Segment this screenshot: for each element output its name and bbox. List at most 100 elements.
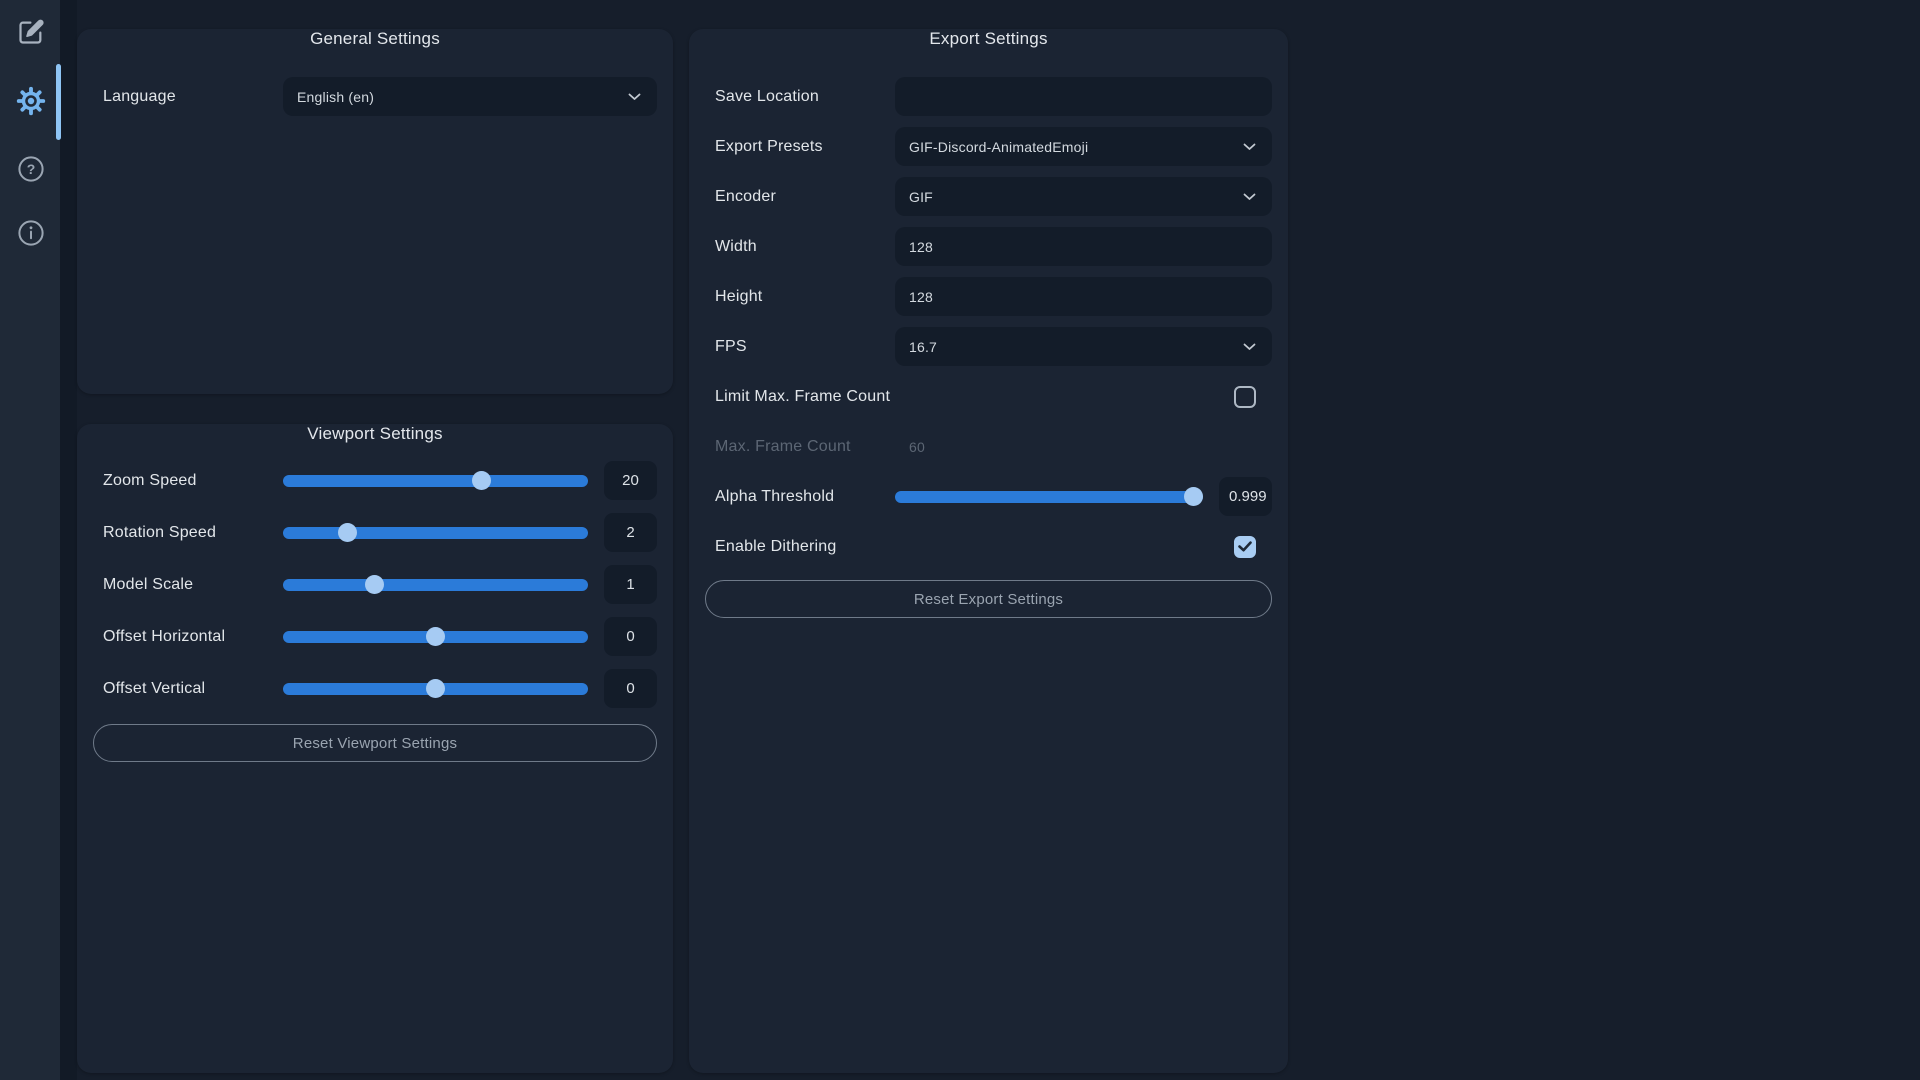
settings-page: General Settings Language English (en) Vi… — [77, 0, 1920, 1080]
encoder-value: GIF — [909, 188, 933, 205]
max-frame-count-label: Max. Frame Count — [715, 437, 851, 455]
max-frame-count-value: 60 — [909, 438, 925, 455]
question-circle-icon: ? — [18, 156, 44, 182]
chevron-down-icon — [1243, 193, 1256, 200]
row-encoder: Encoder GIF — [705, 177, 1272, 216]
zoom-speed-value: 20 — [604, 461, 657, 500]
chevron-down-icon — [1243, 143, 1256, 150]
row-offset-horizontal: Offset Horizontal 0 — [93, 617, 657, 656]
width-value: 128 — [909, 238, 933, 255]
export-presets-label: Export Presets — [715, 137, 823, 155]
row-enable-dithering: Enable Dithering — [705, 527, 1272, 566]
fps-select[interactable]: 16.7 — [895, 327, 1272, 366]
sidebar-item-edit[interactable] — [16, 17, 46, 47]
enable-dithering-label: Enable Dithering — [715, 537, 837, 555]
model-scale-label: Model Scale — [103, 575, 194, 593]
pencil-square-icon — [19, 19, 44, 44]
row-zoom-speed: Zoom Speed 20 — [93, 461, 657, 500]
offset-vertical-value: 0 — [604, 669, 657, 708]
model-scale-slider-track[interactable] — [283, 575, 588, 594]
save-location-label: Save Location — [715, 87, 820, 105]
model-scale-value-text: 1 — [626, 576, 635, 593]
rotation-speed-value-text: 2 — [626, 524, 635, 541]
sidebar-item-info[interactable] — [16, 218, 46, 248]
row-rotation-speed: Rotation Speed 2 — [93, 513, 657, 552]
rotation-speed-value: 2 — [604, 513, 657, 552]
language-value: English (en) — [297, 88, 375, 105]
zoom-speed-value-text: 20 — [622, 472, 639, 489]
alpha-threshold-slider-thumb[interactable] — [1184, 487, 1204, 506]
row-limit-max-frame-count: Limit Max. Frame Count — [705, 377, 1272, 416]
offset-horizontal-value-text: 0 — [626, 628, 635, 645]
left-column: General Settings Language English (en) Vi… — [77, 15, 673, 1073]
save-location-input[interactable] — [895, 77, 1272, 116]
row-export-presets: Export Presets GIF-Discord-AnimatedEmoji — [705, 127, 1272, 166]
gear-icon — [16, 86, 46, 116]
row-max-frame-count: Max. Frame Count 60 — [705, 427, 1272, 466]
row-language: Language English (en) — [93, 77, 657, 116]
offset-vertical-slider-thumb[interactable] — [426, 679, 445, 698]
alpha-threshold-slider-track[interactable] — [895, 487, 1204, 506]
active-tab-indicator — [56, 64, 61, 140]
encoder-select[interactable]: GIF — [895, 177, 1272, 216]
alpha-threshold-slider — [895, 477, 1219, 516]
offset-horizontal-slider-thumb[interactable] — [426, 627, 445, 646]
alpha-threshold-label: Alpha Threshold — [715, 487, 835, 505]
general-settings-panel: General Settings Language English (en) — [77, 29, 673, 394]
fps-label: FPS — [715, 337, 747, 355]
export-presets-select[interactable]: GIF-Discord-AnimatedEmoji — [895, 127, 1272, 166]
alpha-threshold-value-text: 0.999 — [1229, 488, 1267, 505]
export-presets-value: GIF-Discord-AnimatedEmoji — [909, 138, 1089, 155]
rotation-speed-label: Rotation Speed — [103, 523, 217, 541]
limit-max-frame-count-label: Limit Max. Frame Count — [715, 387, 891, 405]
fps-value: 16.7 — [909, 338, 938, 355]
row-offset-vertical: Offset Vertical 0 — [93, 669, 657, 708]
height-input[interactable]: 128 — [895, 277, 1272, 316]
sidebar-item-help[interactable]: ? — [16, 154, 46, 184]
offset-vertical-slider-track[interactable] — [283, 679, 588, 698]
viewport-settings-panel: Viewport Settings Zoom Speed 20 Rotation S… — [77, 424, 673, 1073]
offset-vertical-value-text: 0 — [626, 680, 635, 697]
rotation-speed-slider-track[interactable] — [283, 523, 588, 542]
language-label: Language — [103, 87, 176, 105]
row-height: Height 128 — [705, 277, 1272, 316]
zoom-speed-slider — [283, 461, 604, 500]
sidebar: ? — [0, 0, 61, 1080]
offset-horizontal-slider-track[interactable] — [283, 627, 588, 646]
zoom-speed-slider-thumb[interactable] — [471, 471, 491, 490]
reset-viewport-settings-button[interactable]: Reset Viewport Settings — [93, 724, 657, 762]
chevron-down-icon — [1243, 343, 1256, 350]
zoom-speed-label: Zoom Speed — [103, 471, 197, 489]
alpha-threshold-value: 0.999 — [1219, 477, 1272, 516]
row-width: Width 128 — [705, 227, 1272, 266]
chevron-down-icon — [628, 93, 641, 100]
limit-max-frame-count-checkbox[interactable] — [1234, 385, 1256, 408]
offset-horizontal-slider — [283, 617, 604, 656]
export-settings-title: Export Settings — [929, 29, 1048, 48]
model-scale-slider — [283, 565, 604, 604]
encoder-label: Encoder — [715, 187, 776, 205]
row-save-location: Save Location — [705, 77, 1272, 116]
width-input[interactable]: 128 — [895, 227, 1272, 266]
right-column: Export Settings Save Location Export Pres… — [689, 15, 1288, 1073]
height-label: Height — [715, 287, 763, 305]
offset-horizontal-value: 0 — [604, 617, 657, 656]
sidebar-item-settings[interactable] — [16, 86, 46, 116]
svg-text:?: ? — [27, 161, 36, 177]
rotation-speed-slider-thumb[interactable] — [337, 523, 357, 542]
zoom-speed-slider-track[interactable] — [283, 471, 588, 490]
offset-horizontal-label: Offset Horizontal — [103, 627, 226, 645]
reset-export-settings-button[interactable]: Reset Export Settings — [705, 580, 1272, 618]
row-model-scale: Model Scale 1 — [93, 565, 657, 604]
height-value: 128 — [909, 288, 933, 305]
language-select[interactable]: English (en) — [283, 77, 657, 116]
export-settings-panel: Export Settings Save Location Export Pres… — [689, 29, 1288, 1073]
offset-vertical-label: Offset Vertical — [103, 679, 206, 697]
model-scale-value: 1 — [604, 565, 657, 604]
general-settings-title: General Settings — [310, 29, 440, 48]
row-alpha-threshold: Alpha Threshold 0.999 — [705, 477, 1272, 516]
viewport-settings-title: Viewport Settings — [307, 424, 443, 443]
max-frame-count-input[interactable]: 60 — [895, 427, 1272, 466]
enable-dithering-checkbox[interactable] — [1234, 535, 1256, 558]
model-scale-slider-thumb[interactable] — [365, 575, 384, 594]
